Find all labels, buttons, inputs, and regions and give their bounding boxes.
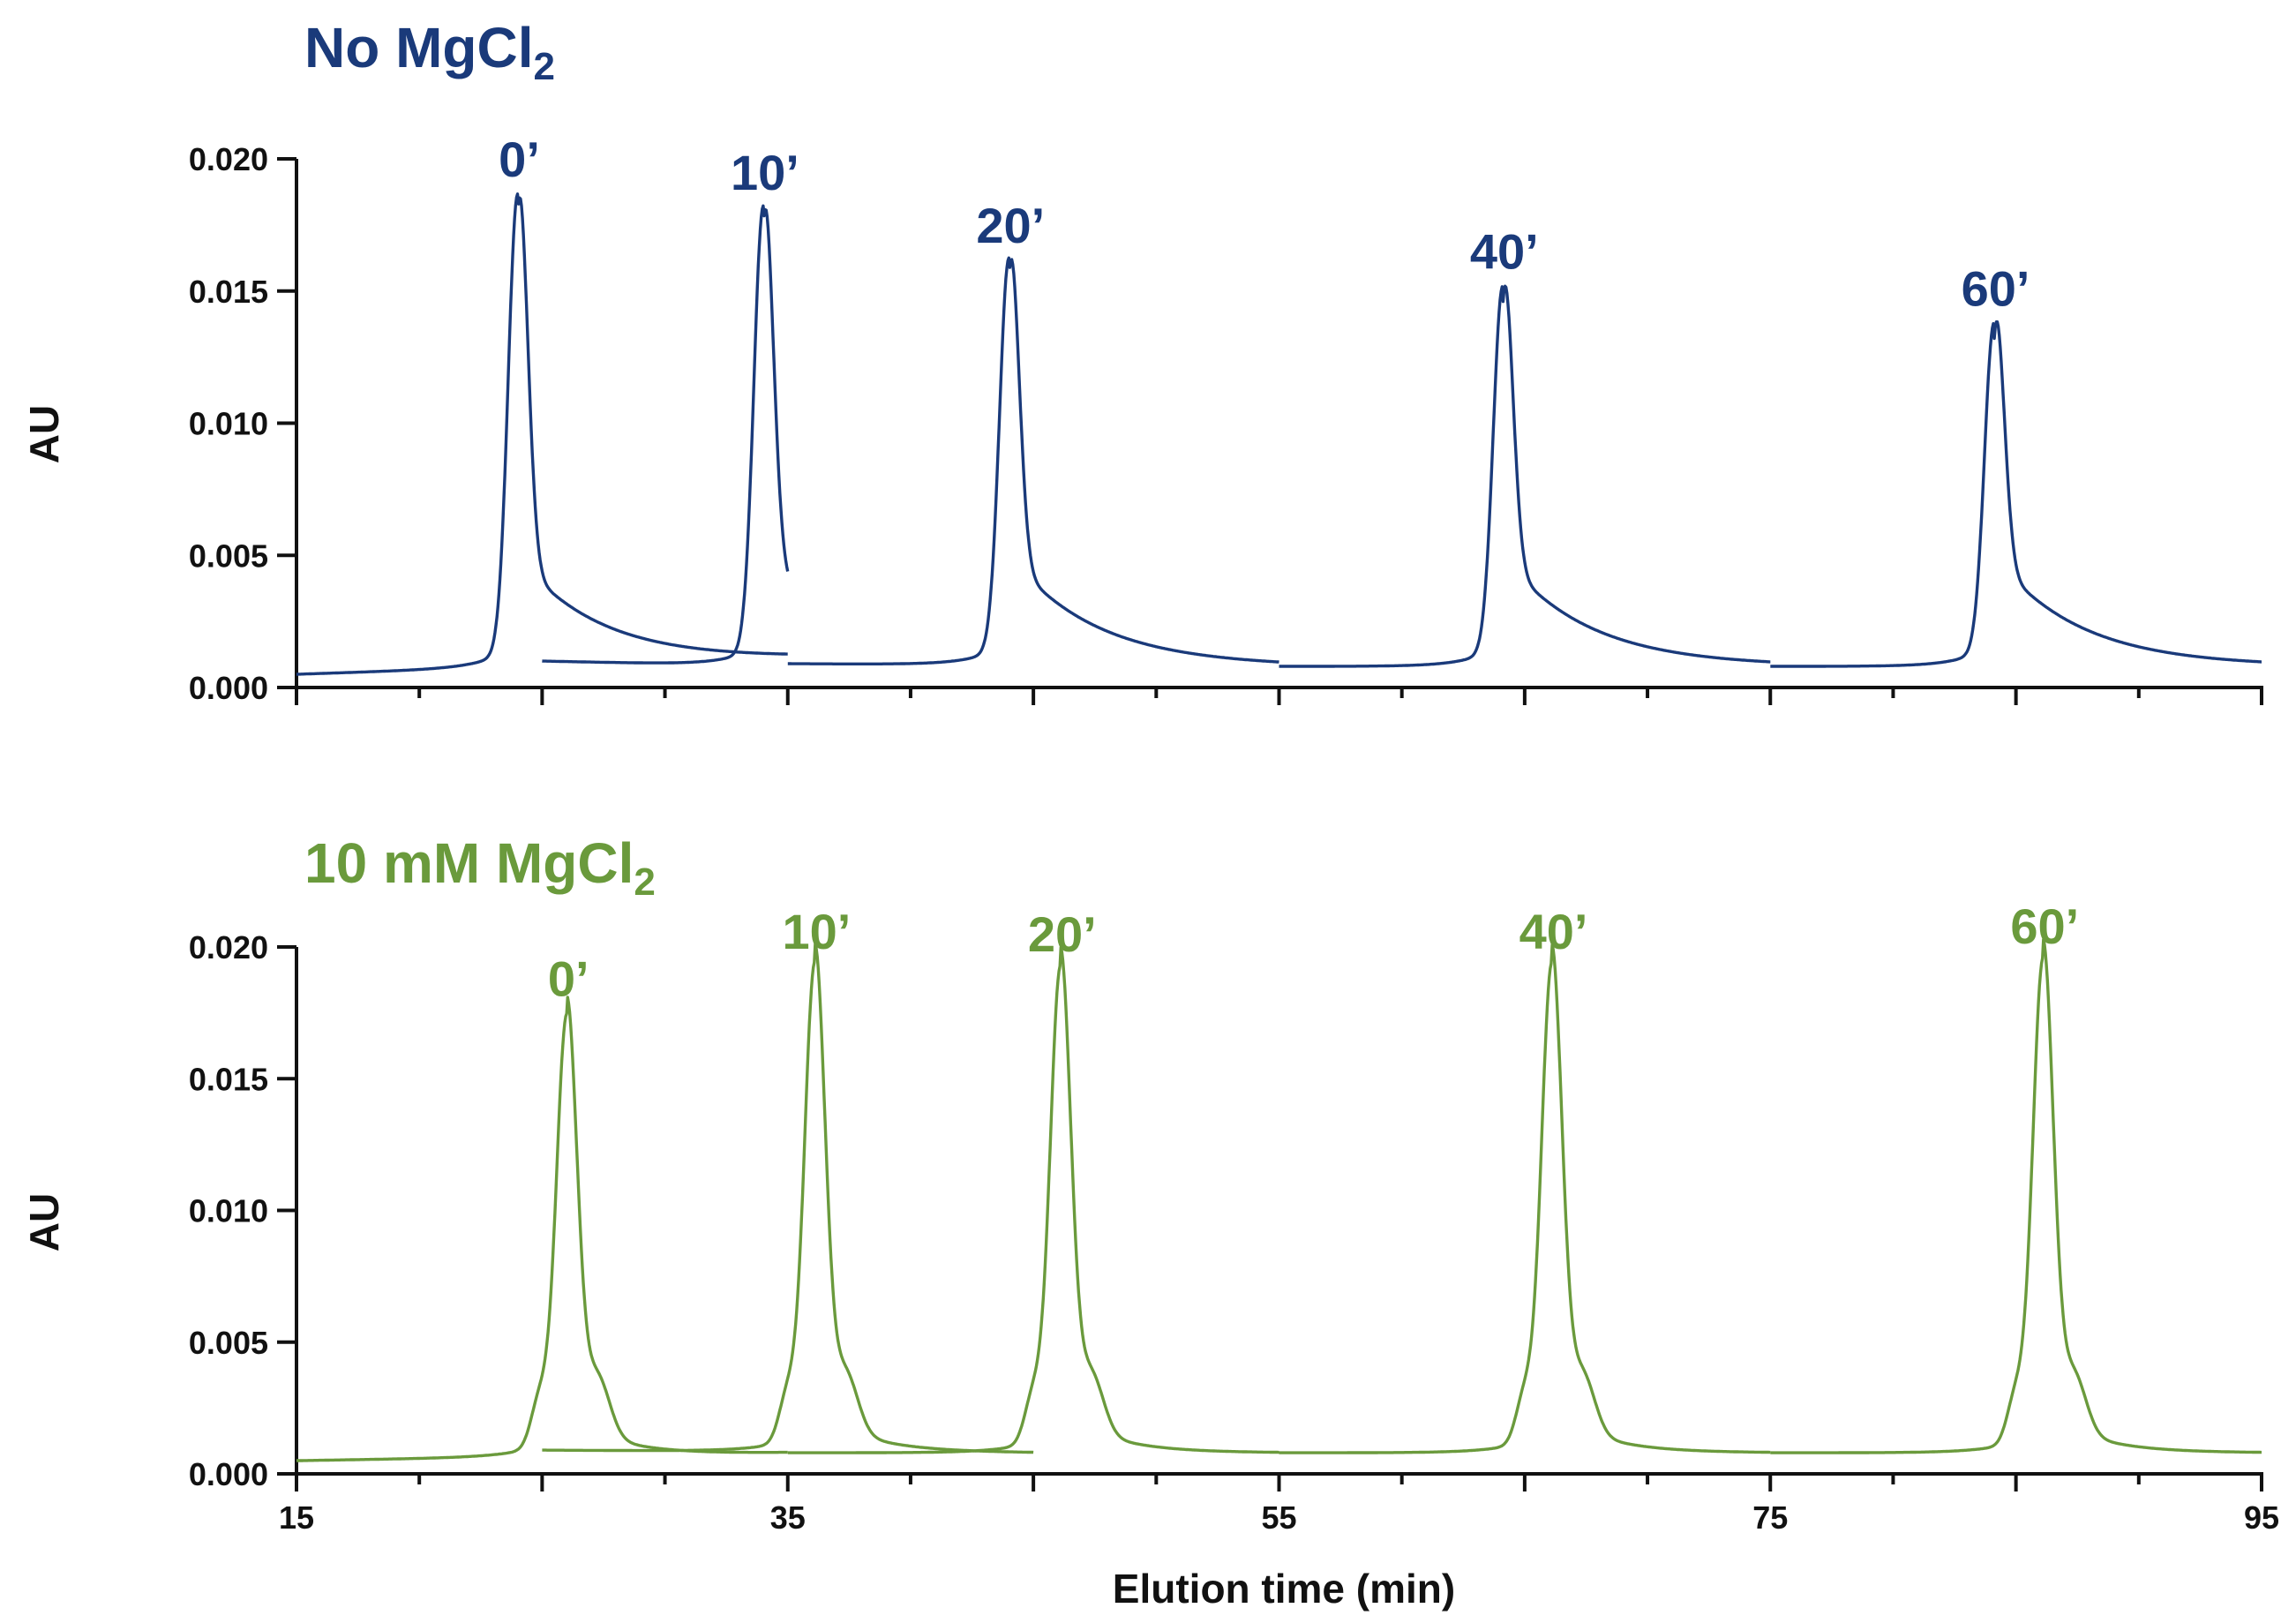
peak-label: 40’ — [1470, 224, 1539, 280]
y-tick-label: 0.015 — [189, 274, 268, 310]
chromatogram-trace — [1278, 943, 1771, 1454]
peak-label: 60’ — [2010, 898, 2079, 954]
y-axis-label: AU — [21, 405, 67, 463]
chromatogram-trace — [296, 996, 789, 1462]
panel-title-subscript: 2 — [534, 45, 555, 88]
peak-label: 40’ — [1519, 904, 1588, 959]
peak-label: 10’ — [731, 145, 799, 200]
y-tick-label: 0.005 — [189, 1325, 268, 1361]
chromatogram-trace — [541, 942, 1034, 1454]
panel-title-10mm-mgcl2: 10 mM MgCl2 — [304, 831, 656, 904]
chromatogram-trace — [1769, 320, 2262, 668]
peak-label: 20’ — [1028, 906, 1097, 962]
x-tick-label: 55 — [1261, 1499, 1296, 1536]
x-tick-label: 75 — [1752, 1499, 1788, 1536]
panel-title-text: 10 mM MgCl — [304, 831, 634, 895]
chromatogram-trace — [787, 945, 1280, 1454]
y-tick-label: 0.005 — [189, 537, 268, 574]
peak-label: 0’ — [548, 951, 589, 1007]
peak-label: 10’ — [782, 904, 851, 959]
chromatogram-trace — [787, 256, 1280, 665]
peak-label: 60’ — [1962, 261, 2030, 317]
y-tick-label: 0.010 — [189, 1193, 268, 1229]
y-tick-label: 0.000 — [189, 670, 268, 706]
x-tick-label: 95 — [2244, 1499, 2279, 1536]
panel-title-subscript: 2 — [634, 860, 655, 904]
y-tick-label: 0.020 — [189, 141, 268, 177]
x-tick-label: 35 — [770, 1499, 806, 1536]
peak-label: 20’ — [976, 198, 1045, 253]
y-tick-label: 0.000 — [189, 1456, 268, 1492]
panel-title-text: No MgCl — [304, 16, 534, 79]
x-tick-label: 15 — [279, 1499, 314, 1536]
y-tick-label: 0.010 — [189, 406, 268, 442]
x-axis-label: Elution time (min) — [1113, 1566, 1455, 1612]
chromatogram-trace — [541, 204, 790, 665]
panel-title-no-mgcl2: No MgCl2 — [304, 16, 555, 88]
y-tick-label: 0.020 — [189, 929, 268, 966]
chromatogram-trace — [1278, 284, 1771, 668]
chromatogram-trace — [1769, 937, 2262, 1454]
chromatogram-trace — [296, 192, 789, 676]
y-axis-label: AU — [21, 1193, 67, 1251]
peak-label: 0’ — [499, 131, 540, 187]
y-tick-label: 0.015 — [189, 1061, 268, 1097]
